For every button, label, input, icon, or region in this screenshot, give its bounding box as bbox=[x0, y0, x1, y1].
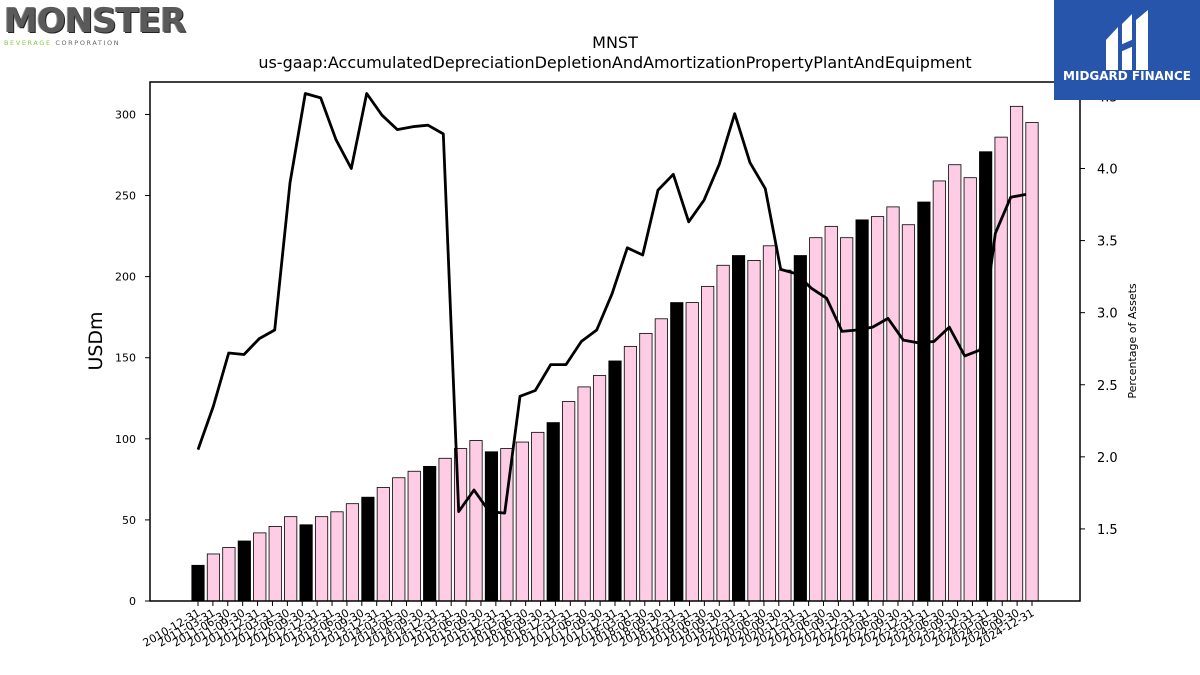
bar-35 bbox=[731, 255, 746, 602]
y2-tick-label-1: 2.0 bbox=[1097, 451, 1118, 466]
bar-2 bbox=[222, 547, 236, 602]
bar-42 bbox=[840, 237, 854, 602]
bar-1 bbox=[206, 553, 221, 602]
bar-7 bbox=[299, 524, 313, 602]
bar-14 bbox=[407, 470, 421, 602]
y-tick-label-5: 250 bbox=[115, 190, 136, 203]
bar-16 bbox=[438, 457, 452, 602]
chart-title: MNST bbox=[592, 33, 638, 52]
monster-logo-sub-green: BEVERAGE bbox=[4, 39, 52, 47]
y-tick-label-2: 100 bbox=[115, 433, 136, 446]
y-tick-label-4: 200 bbox=[115, 271, 136, 284]
bar-46 bbox=[901, 224, 916, 602]
bar-39 bbox=[793, 255, 807, 602]
bar-24 bbox=[562, 401, 576, 602]
midgard-logo-name: MIDGARD FINANCE bbox=[1063, 69, 1191, 83]
midgard-finance-logo: MIDGARD FINANCE bbox=[1054, 0, 1200, 100]
bar-6 bbox=[284, 516, 298, 602]
axes: 0501001502002503001.52.02.53.03.54.04.52… bbox=[115, 81, 1118, 650]
bar-5 bbox=[268, 525, 282, 602]
y-tick-label-3: 150 bbox=[115, 352, 136, 365]
bar-23 bbox=[546, 422, 560, 602]
y2-tick-label-3: 3.0 bbox=[1097, 307, 1118, 322]
midgard-emblem-icon bbox=[1106, 10, 1148, 70]
monster-logo-word: MONSTER bbox=[4, 1, 186, 41]
bar-3 bbox=[237, 540, 251, 602]
bar-0 bbox=[191, 564, 205, 602]
y2-tick-label-0: 1.5 bbox=[1097, 523, 1118, 538]
bar-43 bbox=[855, 219, 869, 602]
bar-54 bbox=[1025, 122, 1039, 602]
bar-51 bbox=[979, 151, 993, 602]
bar-25 bbox=[577, 386, 591, 602]
monster-logo: MONSTER BEVERAGE CORPORATION bbox=[4, 1, 186, 47]
bar-47 bbox=[917, 201, 931, 602]
bar-19 bbox=[484, 451, 499, 602]
bar-18 bbox=[469, 440, 483, 602]
bar-37 bbox=[762, 245, 777, 602]
bar-11 bbox=[361, 496, 375, 602]
line-group bbox=[196, 92, 1027, 515]
bar-45 bbox=[886, 206, 900, 602]
bar-38 bbox=[778, 269, 792, 602]
bar-44 bbox=[870, 216, 885, 602]
bar-34 bbox=[716, 264, 730, 602]
y-tick-label-0: 0 bbox=[129, 595, 136, 608]
bar-48 bbox=[932, 180, 946, 602]
y2-tick-label-2: 2.5 bbox=[1097, 379, 1118, 394]
bar-12 bbox=[376, 487, 390, 602]
y-tick-label-6: 300 bbox=[115, 108, 136, 121]
y2-tick-label-4: 3.5 bbox=[1097, 235, 1118, 250]
y-axis-label: USDm bbox=[85, 311, 107, 370]
chart-subtitle: us-gaap:AccumulatedDepreciationDepletion… bbox=[258, 53, 971, 72]
bar-8 bbox=[314, 516, 329, 602]
bar-33 bbox=[701, 285, 715, 602]
bar-30 bbox=[654, 318, 668, 602]
bar-29 bbox=[639, 332, 653, 602]
bar-group bbox=[191, 105, 1039, 602]
y2-tick-label-5: 4.0 bbox=[1097, 163, 1118, 178]
bar-41 bbox=[824, 225, 838, 602]
bar-50 bbox=[963, 177, 977, 602]
bar-4 bbox=[253, 532, 267, 602]
bar-21 bbox=[515, 441, 529, 602]
bar-31 bbox=[670, 302, 684, 602]
bar-28 bbox=[623, 345, 638, 602]
series-line bbox=[196, 92, 1027, 515]
bar-36 bbox=[747, 260, 761, 602]
bar-22 bbox=[531, 431, 545, 602]
monster-logo-sub: BEVERAGE CORPORATION bbox=[4, 39, 164, 47]
y-tick-label-1: 50 bbox=[122, 514, 136, 527]
bar-49 bbox=[948, 164, 962, 602]
bar-26 bbox=[592, 375, 607, 602]
bar-32 bbox=[685, 302, 699, 602]
monster-logo-sub-rest: CORPORATION bbox=[55, 39, 121, 47]
y2-axis-label: Percentage of Assets bbox=[1126, 283, 1139, 399]
bar-10 bbox=[345, 503, 360, 602]
bar-9 bbox=[330, 511, 344, 602]
bar-13 bbox=[392, 477, 406, 602]
bar-53 bbox=[1009, 105, 1024, 602]
bar-27 bbox=[608, 360, 622, 602]
bar-15 bbox=[423, 465, 437, 602]
